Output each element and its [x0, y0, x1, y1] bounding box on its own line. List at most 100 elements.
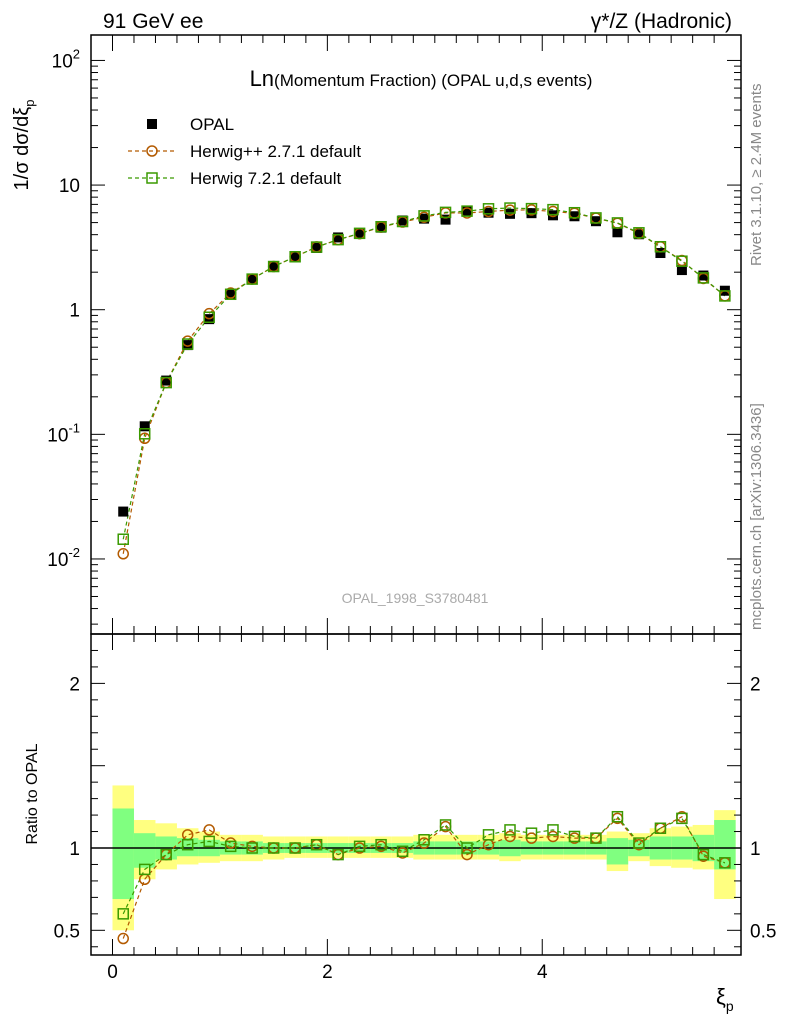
plot-title-rest: (Momentum Fraction) (OPAL u,d,s events) — [274, 71, 592, 90]
herwig7-point — [418, 834, 430, 846]
opal-data-point — [311, 242, 322, 253]
herwig7-point — [461, 842, 473, 854]
herwig7-point — [267, 260, 280, 273]
herwigpp-point — [504, 830, 516, 843]
ratio-plot-frame — [90, 633, 742, 956]
herwig7-point — [568, 206, 581, 219]
header-left-label: 91 GeV ee — [103, 10, 203, 33]
series-line — [122, 209, 726, 554]
ratio-series-line — [122, 815, 726, 939]
opal-data-point — [268, 261, 279, 272]
herwig7-point — [224, 288, 237, 301]
opal-data-point — [247, 274, 258, 285]
series-line — [122, 207, 726, 540]
y-tick-label: 1 — [69, 301, 80, 322]
opal-data-point — [655, 248, 666, 259]
herwig7-point — [504, 824, 516, 836]
herwig7-point — [160, 848, 172, 861]
herwig7-point — [203, 835, 215, 848]
opal-data-point — [139, 421, 150, 432]
herwig7-point — [654, 240, 667, 253]
herwig7-point — [590, 212, 602, 224]
herwig7-point — [224, 840, 237, 853]
herwigpp-point — [461, 848, 473, 861]
herwig7-point — [138, 863, 151, 876]
plot-title-main: Ln — [250, 66, 274, 91]
herwig7-point — [138, 428, 151, 440]
ratio-band-inner — [714, 820, 736, 870]
opal-data-point — [462, 206, 473, 217]
y-axis-label: 1/σ dσ/dξp — [11, 100, 37, 191]
herwigpp-point — [117, 548, 129, 560]
herwigpp-point — [676, 254, 688, 267]
ratio-y-tick-label-right: 1 — [750, 839, 761, 860]
herwig7-point — [289, 250, 301, 263]
opal-data-point — [633, 229, 644, 240]
opal-data-point — [698, 270, 709, 281]
herwig7-point — [246, 273, 258, 285]
legend-label: OPAL — [190, 115, 234, 134]
ratio-band-inner — [133, 833, 156, 868]
herwig7-point — [289, 842, 301, 854]
y-tick-label-base: 10 — [47, 550, 68, 571]
opal-data-point — [419, 213, 430, 224]
opal-data-point — [354, 228, 365, 239]
herwig7-point — [439, 819, 452, 831]
herwig7-point — [396, 215, 409, 228]
y-tick-label-exponent: 2 — [73, 46, 80, 61]
upper-plot-series — [117, 202, 731, 560]
analysis-watermark: OPAL_1998_S3780481 — [342, 590, 489, 606]
opal-data-point — [376, 222, 387, 233]
rivet-version-label: Rivet 3.1.10, ≥ 2.4M events — [748, 84, 765, 267]
opal-data-point — [612, 227, 623, 238]
opal-data-point — [483, 207, 494, 218]
herwigpp-point — [117, 932, 129, 945]
herwig7-point — [525, 202, 538, 215]
opal-data-point — [161, 375, 172, 386]
herwig7-point — [547, 824, 559, 836]
legend-label: Herwig 7.2.1 default — [190, 169, 341, 188]
ratio-y-tick-label-left: 1 — [69, 839, 80, 860]
opal-data-point — [290, 251, 301, 262]
herwig7-point — [482, 829, 495, 841]
y-tick-label: 10 — [59, 176, 80, 197]
herwig7-point — [697, 848, 710, 861]
legend-label: Herwig++ 2.7.1 default — [190, 142, 361, 161]
herwig7-point — [181, 838, 194, 851]
herwig7-point — [590, 832, 602, 844]
herwig7-point — [375, 220, 387, 233]
herwig7-point — [418, 210, 430, 222]
y-tick-label-base: 1 — [69, 301, 80, 322]
herwig7-point — [353, 840, 366, 853]
herwigpp-point — [146, 145, 158, 157]
opal-data-point — [118, 506, 129, 517]
y-tick-label-exponent: -2 — [68, 545, 80, 560]
opal-data-point — [590, 216, 601, 227]
x-axis-label-sub: p — [726, 998, 734, 1014]
opal-data-point — [333, 232, 344, 243]
y-tick-label-base: 10 — [47, 425, 68, 446]
herwig7-point — [310, 241, 323, 253]
herwig7-point — [246, 842, 258, 854]
opal-data-point — [440, 214, 451, 225]
herwig7-point — [396, 845, 409, 858]
legend: OPAL Herwig++ 2.7.1 default Herwig 7.2.1 d… — [128, 115, 361, 188]
y-tick-label-base: 10 — [52, 51, 73, 72]
herwig7-point — [633, 227, 645, 239]
herwig7-point — [611, 217, 624, 229]
header-right-label: γ*/Z (Hadronic) — [591, 10, 732, 33]
herwig7-point — [633, 837, 645, 849]
y-tick-label: 102 — [52, 46, 80, 72]
herwig7-point — [568, 830, 581, 843]
herwig7-point — [332, 233, 344, 246]
x-tick-label: 4 — [537, 962, 548, 983]
y-tick-label: 10-1 — [47, 420, 80, 446]
x-axis-label-main: ξ — [716, 984, 726, 1009]
x-tick-label: 0 — [107, 962, 118, 983]
herwig7-point — [676, 812, 688, 825]
ratio-y-tick-label-right: 2 — [750, 674, 761, 695]
opal-data-point — [147, 119, 157, 129]
herwig7-point — [181, 338, 194, 350]
herwig7-point — [160, 376, 172, 389]
